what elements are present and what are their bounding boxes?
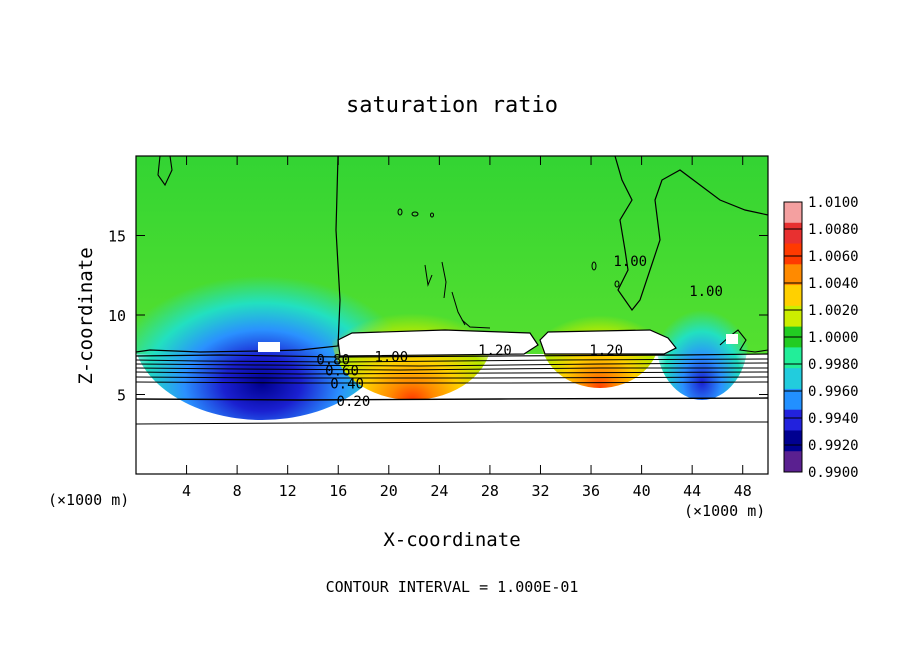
colorbar-swatch (784, 243, 802, 265)
contour-label: 0.60 (325, 364, 359, 380)
x-tick-label: 16 (329, 482, 347, 500)
lower-contours (136, 353, 768, 425)
colorbar-label: 1.0100 (808, 195, 859, 211)
contour-label: 1.00 (689, 284, 723, 300)
colorbar-swatch (784, 409, 802, 431)
blue-region-right (656, 280, 748, 400)
x-tick-label: 44 (683, 482, 701, 500)
colorbar-swatch (784, 305, 802, 328)
colorbar-label: 1.0080 (808, 222, 859, 238)
colorbar-label: 1.0020 (808, 303, 859, 319)
colorbar: 1.0100 1.0080 1.0060 1.0040 1.0020 1.0000 0.99… (783, 195, 859, 481)
colorbar-label: 1.0040 (808, 276, 859, 292)
x-axis-label: X-coordinate (383, 529, 520, 551)
colorbar-swatch (784, 451, 802, 473)
colorbar-label: 1.0060 (808, 249, 859, 265)
x-tick-label: 12 (279, 482, 297, 500)
small-contours (397, 208, 620, 329)
colorbar-swatch (784, 202, 802, 224)
colorbar-swatch (784, 264, 802, 286)
y-tick-label: 10 (108, 307, 126, 325)
colorbar-swatch (784, 347, 802, 369)
footer-note: CONTOUR INTERVAL = 1.000E-01 (326, 578, 579, 596)
contour-label: 0.40 (330, 376, 364, 392)
colorbar-label: 0.9920 (808, 438, 859, 454)
contour-label: 0.20 (337, 394, 371, 410)
colorbar-label: 0.9980 (808, 357, 859, 373)
x-tick-label: 48 (734, 482, 752, 500)
colorbar-swatch (784, 388, 802, 411)
x-tick-label: 28 (481, 482, 499, 500)
white-spot-right (726, 334, 738, 344)
colorbar-label: 0.9900 (808, 465, 859, 481)
x-tick-label: 36 (582, 482, 600, 500)
x-tick-label: 40 (633, 482, 651, 500)
colorbar-label: 0.9940 (808, 411, 859, 427)
white-spot-left (258, 342, 280, 352)
x-tick-label: 4 (182, 482, 191, 500)
blue-region-left (136, 240, 392, 420)
supersaturated-region-1 (337, 329, 539, 357)
colorbar-swatch (784, 430, 802, 452)
plot-area: 0.20 0.400.600.80 1.00 1.20 1.20 1.00 1.00 (136, 156, 768, 474)
x-axis-ticks: 4 8 12 16 20 24 28 32 36 40 44 48 (182, 156, 752, 500)
x-unit-left: (×1000 m) (48, 491, 129, 509)
y-tick-label: 5 (117, 387, 126, 405)
contour-label: 0.80 (316, 353, 350, 369)
contour-1.00-main (136, 156, 341, 353)
colorbar-label: 1.0000 (808, 330, 859, 346)
contour-label: 1.00 (613, 254, 647, 270)
x-tick-label: 32 (531, 482, 549, 500)
y-tick-label: 15 (108, 228, 126, 246)
colorbar-label: 0.9960 (808, 384, 859, 400)
chart-title: saturation ratio (346, 93, 558, 118)
colorbar-swatch (784, 285, 802, 307)
x-unit-right: (×1000 m) (684, 502, 765, 520)
y-axis-ticks: 5 10 15 (108, 228, 768, 405)
contour-1.00-right (614, 156, 768, 312)
supersaturated-region-2 (539, 329, 677, 355)
contour-label-layer: 0.20 0.400.600.80 1.00 1.20 1.20 1.00 1.00 (316, 254, 723, 410)
colorbar-swatch (784, 368, 802, 390)
x-tick-label: 24 (430, 482, 448, 500)
contour-label: 1.00 (374, 349, 408, 365)
contour-1.00-topleft (157, 156, 173, 187)
y-axis-label: Z-coordinate (75, 247, 97, 384)
contour-label: 1.20 (478, 343, 512, 359)
x-tick-label: 8 (233, 482, 242, 500)
x-tick-label: 20 (380, 482, 398, 500)
colorbar-swatch (784, 222, 802, 245)
contour-label: 1.20 (589, 343, 623, 359)
